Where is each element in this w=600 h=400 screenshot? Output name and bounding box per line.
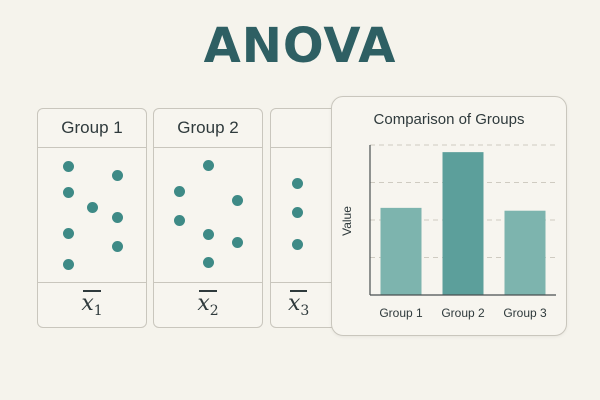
group-3-mean: x3 [271,282,359,327]
group-3-point [292,207,303,218]
group-1-point [112,170,123,181]
group-1-point [112,241,123,252]
group-2-point [232,195,243,206]
group-2-label: Group 2 [154,109,262,148]
chart-tick-label: Group 1 [379,306,423,320]
chart-bar [504,210,546,295]
page-title: ANOVA [203,18,397,74]
group-2-point [203,160,214,171]
group-2-point [203,229,214,240]
group-3-point [292,239,303,250]
group-2-point [174,186,185,197]
chart-tick-label: Group 3 [503,306,547,320]
group-1-point [63,161,74,172]
chart-title: Comparison of Groups [373,111,525,128]
group-2-point [203,257,214,268]
comparison-chart-card: Comparison of Groups Group 1 Group 2 Group… [331,96,567,336]
group-1-point [63,228,74,239]
group-2-mean: x2 [154,282,262,327]
group-1-point [112,212,123,223]
chart-bar [380,207,422,295]
chart-tick-label: Group 2 [441,306,485,320]
group-1-mean: x1 [38,282,146,327]
chart-y-axis-label: Value [340,206,354,236]
group-3-point [292,178,303,189]
group-1-point [63,259,74,270]
group-2-panel: Group 2 x2 [153,108,263,328]
chart-bar [442,152,484,295]
bar-chart: Group 1 Group 2 Group 3 Value [340,144,556,320]
group-1-label: Group 1 [38,109,146,148]
group-2-point [174,215,185,226]
group-2-point [232,237,243,248]
group-1-point [63,187,74,198]
group-1-point [87,202,98,213]
group-1-panel: Group 1 x1 [37,108,147,328]
group-3-label [271,109,359,148]
